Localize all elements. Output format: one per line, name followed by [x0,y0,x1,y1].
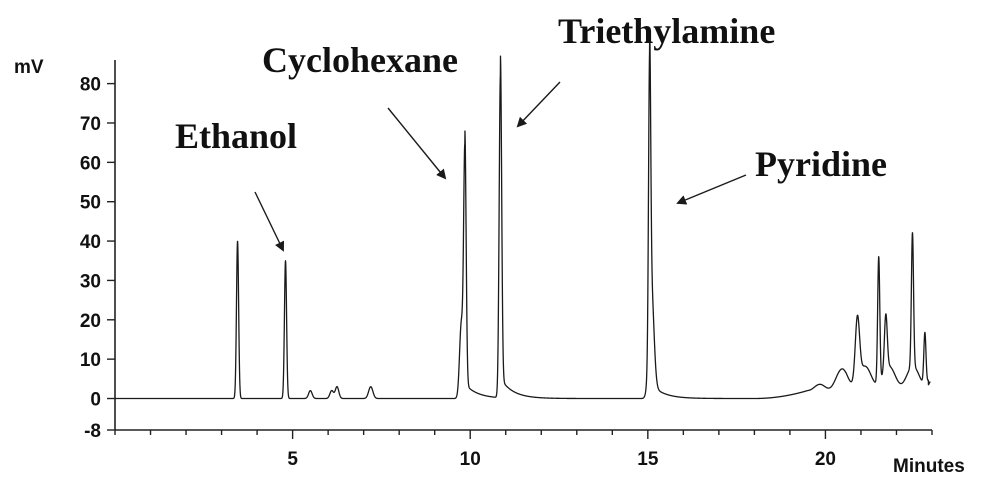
x-ticks: 5 10 15 20 [114,430,933,470]
y-tick-label: 20 [80,311,101,332]
x-axis-title: Minutes [893,456,965,477]
x-tick-label: 20 [815,449,836,470]
y-axis-title: mV [14,57,44,78]
peak-arrow-ethanol [254,191,285,252]
y-tick-label: 70 [80,114,101,135]
y-tick-label: 0 [90,390,101,411]
chromatogram-trace [114,32,931,400]
peak-label-cyclohexane: Cyclohexane [262,40,458,80]
y-tick-label: 40 [80,232,101,253]
y-tick-label: 80 [80,75,101,96]
y-tick-label: 10 [80,350,101,371]
peak-label-pyridine: Pyridine [755,144,887,184]
peak-label-ethanol: Ethanol [175,116,297,156]
y-tick-label: -8 [84,421,101,442]
y-tick-label: 60 [80,153,101,174]
peak-arrow-pyridine [676,174,747,205]
y-tick-label: 50 [80,193,101,214]
y-tick-label: 30 [80,271,101,292]
y-ticks: -8 0 10 20 30 40 50 60 70 80 [80,75,115,442]
x-tick-label: 15 [637,449,659,470]
peak-arrow-triethylamine [516,81,561,128]
peak-label-triethylamine: Triethylamine [558,11,775,51]
x-tick-label: 5 [287,449,298,470]
x-tick-label: 10 [460,449,481,470]
peak-arrow-cyclohexane [387,107,447,180]
peak-annotations: Ethanol Cyclohexane Triethylamine Pyridine [175,11,887,252]
